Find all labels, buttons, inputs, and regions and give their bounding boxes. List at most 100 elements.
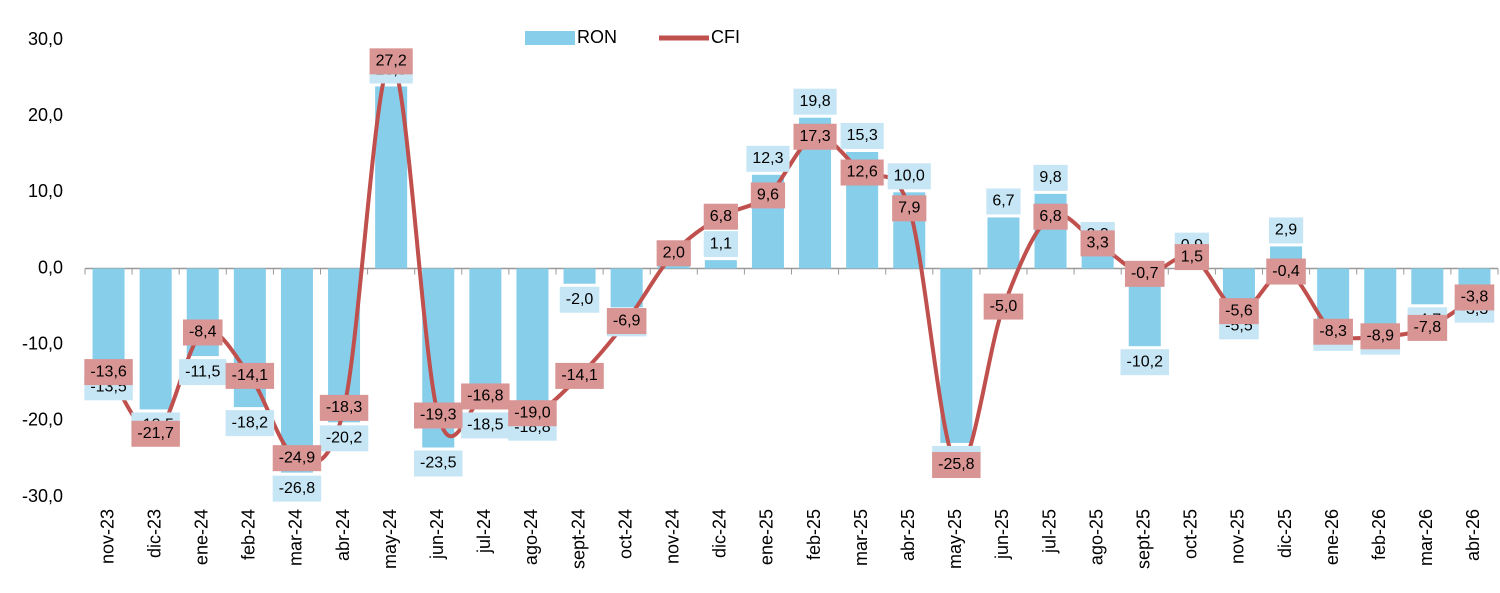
bar-label-bg — [840, 122, 884, 149]
line-label-text: 1,5 — [1181, 248, 1203, 265]
bar-label: -26,8 — [272, 475, 322, 502]
bar-label-bg — [179, 359, 227, 386]
line-label-bg — [555, 362, 604, 389]
bar-label-text: 2,9 — [1275, 222, 1297, 239]
line-label-bg — [84, 359, 133, 386]
line-label: -25,8 — [932, 452, 981, 479]
bar-label-bg — [319, 425, 369, 452]
line-label-text: -8,3 — [1319, 323, 1347, 340]
x-tick-label: abr-24 — [333, 509, 353, 561]
bar-label-bg — [1033, 164, 1068, 191]
line-label-text: -21,7 — [137, 425, 174, 442]
line-label-bg — [656, 240, 691, 267]
line-label-bg — [983, 293, 1024, 320]
bar-label: 19,8 — [793, 88, 837, 115]
line-label: 12,6 — [840, 159, 884, 186]
line-label-text: -8,9 — [1366, 328, 1394, 345]
line-label: 2,0 — [656, 240, 691, 267]
bar-label-text: -23,5 — [420, 455, 457, 472]
line-label-bg — [1124, 260, 1165, 287]
x-tick-label: jun-25 — [992, 509, 1012, 560]
line-label-bg — [892, 195, 927, 222]
line-label-bg — [1454, 284, 1495, 311]
line-label: -19,0 — [508, 400, 557, 427]
line-label-bg — [1174, 244, 1209, 271]
bar-label-bg — [887, 163, 931, 190]
x-tick-label: jul-25 — [1039, 509, 1059, 554]
line-label-text: -19,3 — [420, 407, 457, 424]
bar-label-text: 9,8 — [1039, 169, 1061, 186]
x-tick-label: jun-24 — [427, 509, 447, 560]
bar — [563, 268, 596, 284]
bar-label-bg — [1120, 349, 1169, 376]
bar-label: 1,1 — [703, 231, 738, 258]
bar-label: 6,7 — [986, 188, 1021, 215]
x-tick-label: oct-24 — [615, 509, 635, 559]
x-tick-label: ene-25 — [757, 509, 777, 565]
line-label-bg — [461, 383, 510, 410]
line-label-text: -25,8 — [938, 456, 975, 473]
line-label: 27,2 — [369, 48, 413, 75]
bar-label-text: -26,8 — [279, 480, 316, 497]
bar-label: -18,5 — [461, 412, 510, 439]
line-label: -0,7 — [1124, 260, 1165, 287]
x-tick-label: oct-25 — [1181, 509, 1201, 559]
x-tick-label: nov-25 — [1228, 509, 1248, 564]
line-label: 9,6 — [750, 182, 786, 209]
x-tick-label: feb-26 — [1369, 509, 1389, 560]
bar-label-bg — [272, 475, 322, 502]
line-label: 6,8 — [703, 203, 738, 230]
bar-label: 15,3 — [840, 122, 884, 149]
line-label: -24,9 — [272, 445, 322, 472]
bar — [139, 268, 172, 410]
line-label: 7,9 — [892, 195, 927, 222]
line-label-text: -18,3 — [326, 399, 363, 416]
x-tick-label: ene-24 — [192, 509, 212, 565]
bar-label: -18,2 — [225, 410, 275, 437]
bar-label: -10,2 — [1120, 349, 1169, 376]
bar-label-bg — [559, 286, 600, 313]
x-tick-label: ago-25 — [1086, 509, 1106, 565]
x-tick-label: may-25 — [945, 509, 965, 569]
bar-label-text: -10,2 — [1127, 353, 1164, 370]
line-label-bg — [1080, 230, 1115, 257]
y-tick-label: -10,0 — [22, 333, 63, 353]
bar-label-text: 1,1 — [710, 235, 732, 252]
line-label-text: -3,8 — [1461, 289, 1489, 306]
bar-label-bg — [1268, 217, 1304, 244]
line-label-text: -16,8 — [467, 388, 504, 405]
line-label-bg — [1033, 203, 1068, 230]
line-label-text: 6,8 — [1039, 208, 1061, 225]
bar-label-text: 15,3 — [847, 127, 878, 144]
x-tick-label: dic-23 — [144, 509, 164, 558]
bar-label: -11,5 — [179, 359, 227, 386]
line-label: -3,8 — [1454, 284, 1495, 311]
line-label: -19,3 — [414, 402, 463, 429]
x-tick-label: abr-26 — [1463, 509, 1483, 561]
line-label-bg — [369, 48, 413, 75]
bar-label-text: -18,5 — [467, 417, 504, 434]
line-label: 1,5 — [1174, 244, 1209, 271]
bar — [375, 86, 408, 269]
x-tick-label: mar-26 — [1416, 509, 1436, 566]
x-tick-label: jul-24 — [474, 509, 494, 554]
line-label-bg — [703, 203, 738, 230]
line-label-bg — [1360, 323, 1401, 350]
x-tick-label: feb-24 — [239, 509, 259, 560]
line-label-text: 9,6 — [757, 187, 779, 204]
bar-label-bg — [461, 412, 510, 439]
line-label-text: 3,3 — [1087, 235, 1109, 252]
x-tick-label: sept-25 — [1134, 509, 1154, 569]
line-label: -16,8 — [461, 383, 510, 410]
bar — [1364, 268, 1397, 326]
line-label-bg — [131, 420, 180, 447]
line-label-text: -7,8 — [1414, 319, 1442, 336]
y-tick-label: 0,0 — [38, 257, 63, 277]
bar-label-text: 19,8 — [799, 93, 830, 110]
line-label-bg — [414, 402, 463, 429]
line-label: -0,4 — [1266, 258, 1306, 285]
line-label-text: 27,2 — [376, 53, 407, 70]
line-label-text: 12,6 — [847, 164, 878, 181]
x-tick-label: abr-25 — [898, 509, 918, 561]
